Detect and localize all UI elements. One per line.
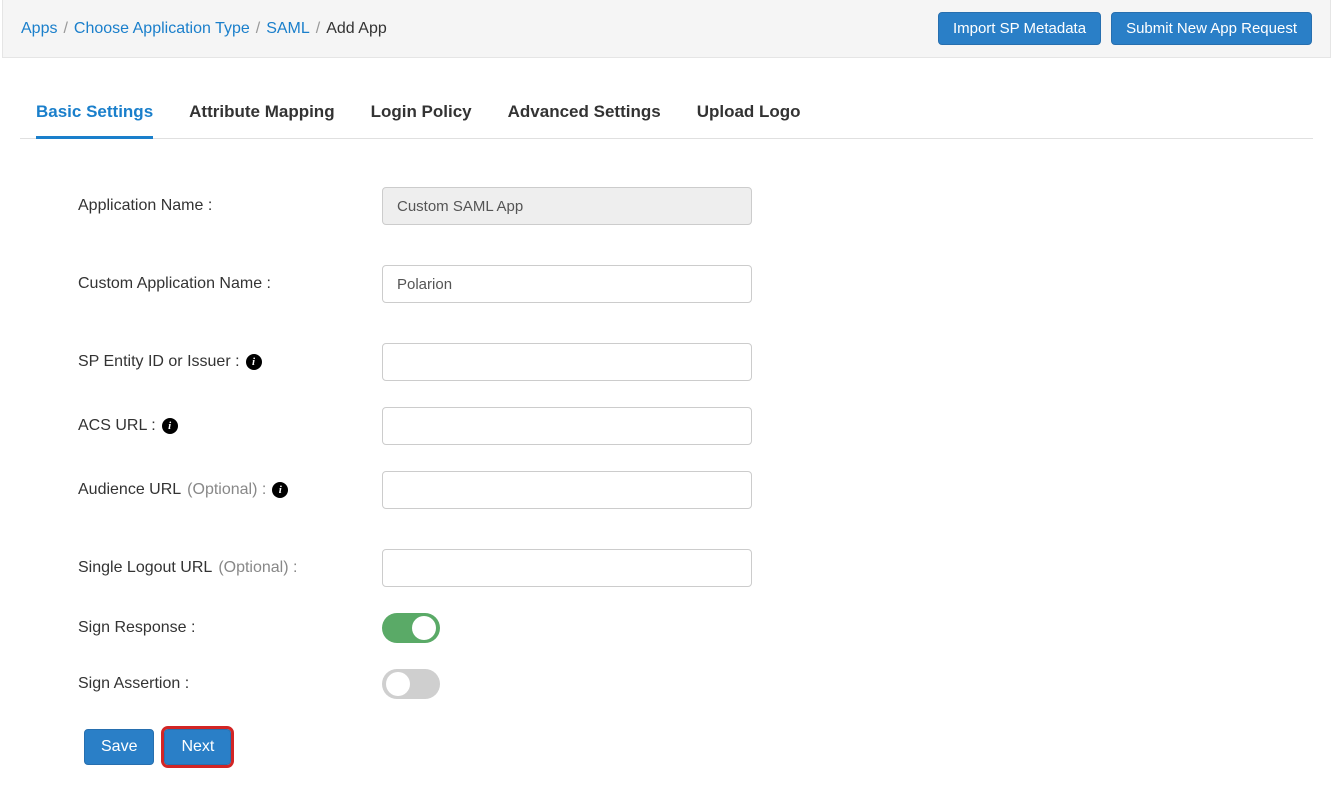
submit-app-request-button[interactable]: Submit New App Request (1111, 12, 1312, 45)
breadcrumb-sep: / (63, 20, 67, 38)
next-button[interactable]: Next (164, 729, 231, 765)
input-app-name (382, 187, 752, 225)
input-audience-url[interactable] (382, 471, 752, 509)
tab-upload-logo[interactable]: Upload Logo (697, 94, 801, 139)
input-custom-name[interactable] (382, 265, 752, 303)
label-audience-url-text: Audience URL (78, 481, 181, 499)
label-custom-name: Custom Application Name : (78, 275, 382, 293)
label-audience-url-optional: (Optional) : (187, 481, 266, 499)
breadcrumb-sep: / (256, 20, 260, 38)
row-sp-entity: SP Entity ID or Issuer : i (78, 343, 1313, 381)
row-app-name: Application Name : (78, 187, 1313, 225)
row-audience-url: Audience URL (Optional) : i (78, 471, 1313, 509)
input-sp-entity[interactable] (382, 343, 752, 381)
label-slo-url: Single Logout URL (Optional) : (78, 559, 382, 577)
label-sp-entity-text: SP Entity ID or Issuer : (78, 353, 240, 371)
input-acs-url[interactable] (382, 407, 752, 445)
tab-login-policy[interactable]: Login Policy (371, 94, 472, 139)
import-metadata-button[interactable]: Import SP Metadata (938, 12, 1101, 45)
toggle-sign-assertion[interactable] (382, 669, 440, 699)
row-sign-response: Sign Response : (78, 613, 1313, 643)
tabs: Basic Settings Attribute Mapping Login P… (20, 94, 1313, 139)
save-button[interactable]: Save (84, 729, 154, 765)
content: Basic Settings Attribute Mapping Login P… (0, 58, 1333, 785)
toggle-knob (386, 672, 410, 696)
form-area: Application Name : Custom Application Na… (20, 139, 1313, 765)
toggle-knob (412, 616, 436, 640)
label-slo-url-optional: (Optional) : (218, 559, 297, 577)
input-slo-url[interactable] (382, 549, 752, 587)
row-acs-url: ACS URL : i (78, 407, 1313, 445)
label-sign-assertion: Sign Assertion : (78, 675, 382, 693)
label-slo-url-text: Single Logout URL (78, 559, 212, 577)
tab-advanced-settings[interactable]: Advanced Settings (508, 94, 661, 139)
breadcrumb-sep: / (316, 20, 320, 38)
breadcrumb-saml[interactable]: SAML (266, 20, 310, 38)
header-actions: Import SP Metadata Submit New App Reques… (938, 12, 1312, 45)
info-icon[interactable]: i (272, 482, 288, 498)
label-acs-url: ACS URL : i (78, 417, 382, 435)
row-sign-assertion: Sign Assertion : (78, 669, 1313, 699)
bottom-buttons: Save Next (84, 729, 1313, 765)
label-sign-response: Sign Response : (78, 619, 382, 637)
row-slo-url: Single Logout URL (Optional) : (78, 549, 1313, 587)
label-acs-url-text: ACS URL : (78, 417, 156, 435)
tab-attribute-mapping[interactable]: Attribute Mapping (189, 94, 334, 139)
label-sp-entity: SP Entity ID or Issuer : i (78, 353, 382, 371)
label-app-name: Application Name : (78, 197, 382, 215)
row-custom-name: Custom Application Name : (78, 265, 1313, 303)
info-icon[interactable]: i (162, 418, 178, 434)
label-audience-url: Audience URL (Optional) : i (78, 481, 382, 499)
breadcrumb-choose-type[interactable]: Choose Application Type (74, 20, 250, 38)
breadcrumb-apps[interactable]: Apps (21, 20, 57, 38)
info-icon[interactable]: i (246, 354, 262, 370)
tab-basic-settings[interactable]: Basic Settings (36, 94, 153, 139)
top-bar: Apps / Choose Application Type / SAML / … (2, 0, 1331, 58)
breadcrumb-current: Add App (326, 20, 387, 38)
toggle-sign-response[interactable] (382, 613, 440, 643)
breadcrumb: Apps / Choose Application Type / SAML / … (21, 20, 387, 38)
